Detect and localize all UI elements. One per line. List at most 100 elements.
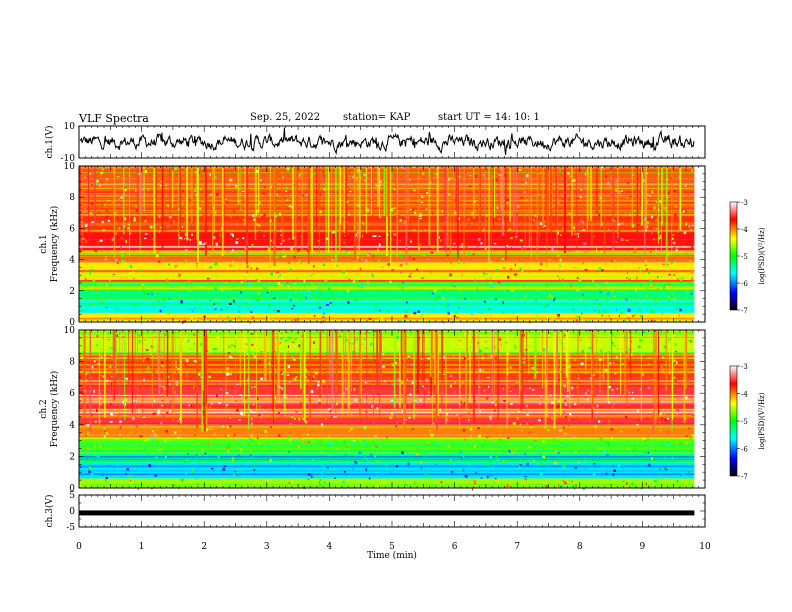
ch2-spec-speckle bbox=[528, 445, 531, 448]
ch2-spec-speckle bbox=[248, 438, 250, 440]
ch1-spec-speckle bbox=[397, 289, 400, 291]
ch2-spec-speckle bbox=[641, 475, 643, 477]
ch1-spec-speckle bbox=[362, 234, 364, 238]
ch2-spec-speckle bbox=[653, 349, 656, 352]
ch2-spec-speckle bbox=[628, 348, 631, 352]
ch1-spec-streak bbox=[356, 166, 358, 263]
ch1-spec-speckle bbox=[102, 167, 104, 171]
ch1-spec-speckle bbox=[673, 298, 675, 301]
ch1-spec-speckle bbox=[649, 251, 652, 253]
ch2-spec-speckle bbox=[353, 388, 356, 391]
ch1-spec-speckle bbox=[473, 200, 476, 203]
ch2-spec-speckle bbox=[104, 479, 107, 482]
ch2-spec-speckle bbox=[249, 454, 252, 458]
ch2-spec-streak bbox=[131, 330, 134, 414]
ch1-spec-speckle bbox=[224, 198, 227, 201]
ch1-spec-speckle bbox=[336, 191, 338, 195]
ch1-spec-speckle bbox=[271, 223, 273, 226]
ch2-spec-speckle bbox=[550, 417, 553, 419]
ch1-spec-streak bbox=[671, 166, 673, 222]
ch2-spec-speckle bbox=[327, 461, 330, 464]
ch1-spec-speckle bbox=[581, 318, 584, 321]
ch1-spec-speckle bbox=[482, 271, 485, 275]
ch1-spec-speckle bbox=[256, 204, 259, 206]
ch1-spec-speckle bbox=[351, 281, 353, 283]
ch1-spec-streak bbox=[591, 166, 593, 249]
ch2-spec-speckle bbox=[99, 403, 102, 406]
ch1-spec-speckle bbox=[228, 302, 232, 305]
ch2-spec-speckle bbox=[374, 485, 378, 487]
ch1-spec-speckle bbox=[643, 219, 645, 221]
ch2-spec-speckle bbox=[593, 346, 595, 349]
ch1-spec-speckle bbox=[543, 224, 547, 228]
ch2-spec-speckle bbox=[673, 376, 676, 379]
ch1-spec-speckle bbox=[425, 207, 428, 211]
ch1-spec-speckle bbox=[543, 254, 546, 256]
ch2-spec-speckle bbox=[585, 471, 587, 473]
ch2-spec-speckle bbox=[246, 448, 250, 452]
ch1-spec-streak bbox=[678, 166, 680, 231]
ch2-spec-speckle bbox=[103, 435, 106, 438]
ch1-spec-speckle bbox=[264, 203, 267, 205]
ch2-spec-speckle bbox=[424, 335, 428, 337]
ch2-spec-speckle bbox=[260, 415, 263, 419]
ch2-spec-speckle bbox=[385, 464, 388, 467]
ch2-spec-speckle bbox=[161, 399, 164, 402]
ch1-spec-speckle bbox=[252, 188, 256, 192]
ch2-spec-speckle bbox=[488, 425, 492, 427]
ch1-spec-speckle bbox=[576, 267, 580, 271]
ch2-spec-speckle bbox=[138, 334, 140, 337]
ch1-spec-speckle bbox=[151, 238, 154, 240]
ch1-spec-speckle bbox=[247, 172, 250, 174]
ch2-spec-speckle bbox=[160, 350, 162, 354]
ch2-spec-speckle bbox=[113, 414, 116, 416]
ch1-spec-speckle bbox=[495, 269, 499, 272]
ch2-spec-speckle bbox=[390, 399, 394, 402]
ch1-spec-speckle bbox=[104, 203, 106, 207]
ch2-spec-speckle bbox=[387, 381, 391, 384]
ch2-spec-speckle bbox=[593, 383, 595, 385]
ch2-spec-speckle bbox=[154, 334, 157, 336]
ch1-spec-speckle bbox=[484, 178, 488, 180]
ch2-spec-streak bbox=[341, 330, 343, 415]
ch2-spec-speckle bbox=[666, 443, 669, 446]
ch1-spec-speckle bbox=[445, 305, 448, 307]
ch1-spec-speckle bbox=[618, 314, 621, 318]
ch2-spec-speckle bbox=[636, 429, 640, 431]
ch1-spec-speckle bbox=[275, 241, 277, 243]
ch1-spec-speckle bbox=[691, 277, 693, 280]
ch1-spec-speckle bbox=[673, 296, 677, 299]
ch2-spec-speckle bbox=[581, 350, 584, 353]
ch2-spec-speckle bbox=[186, 453, 189, 455]
ch1-spec-speckle bbox=[620, 222, 624, 225]
ch2-spec-speckle bbox=[447, 444, 450, 448]
ch1-spec-speckle bbox=[391, 238, 393, 241]
ch2-spec-speckle bbox=[93, 390, 95, 393]
ch1-spec-speckle bbox=[235, 184, 238, 188]
ch1-spec-speckle bbox=[270, 272, 273, 275]
ch2-spec-speckle bbox=[426, 378, 428, 381]
ch2-spec-speckle bbox=[345, 387, 348, 391]
ch1-spec-speckle bbox=[439, 275, 442, 278]
ch2-spec-speckle bbox=[482, 356, 484, 360]
ch2-spec-streak bbox=[435, 330, 438, 421]
ch2-spec-speckle bbox=[180, 478, 184, 482]
ch1-spec-speckle bbox=[124, 276, 128, 279]
ch2-spec-speckle bbox=[489, 417, 492, 421]
ch1-spec-streak bbox=[596, 166, 598, 214]
ch2-spec-speckle bbox=[287, 435, 289, 439]
ch2-spec-speckle bbox=[514, 346, 517, 349]
ch1-spec-speckle bbox=[569, 175, 571, 178]
ch1-spec-speckle bbox=[108, 212, 111, 215]
ch2-spec-speckle bbox=[434, 411, 436, 414]
ch1-spec-speckle bbox=[139, 269, 142, 272]
ch1-spec-speckle bbox=[143, 291, 146, 295]
ch2-spec-speckle bbox=[322, 471, 326, 473]
ch2-spec-speckle bbox=[253, 466, 256, 468]
ch2-spec-speckle bbox=[663, 373, 666, 375]
ch1-spec-streak bbox=[603, 166, 606, 254]
ch2-spec-speckle bbox=[135, 424, 138, 428]
ch1-spec-speckle bbox=[577, 233, 580, 235]
ch2-spec-speckle bbox=[327, 468, 329, 471]
ch1-spec-speckle bbox=[309, 246, 312, 248]
